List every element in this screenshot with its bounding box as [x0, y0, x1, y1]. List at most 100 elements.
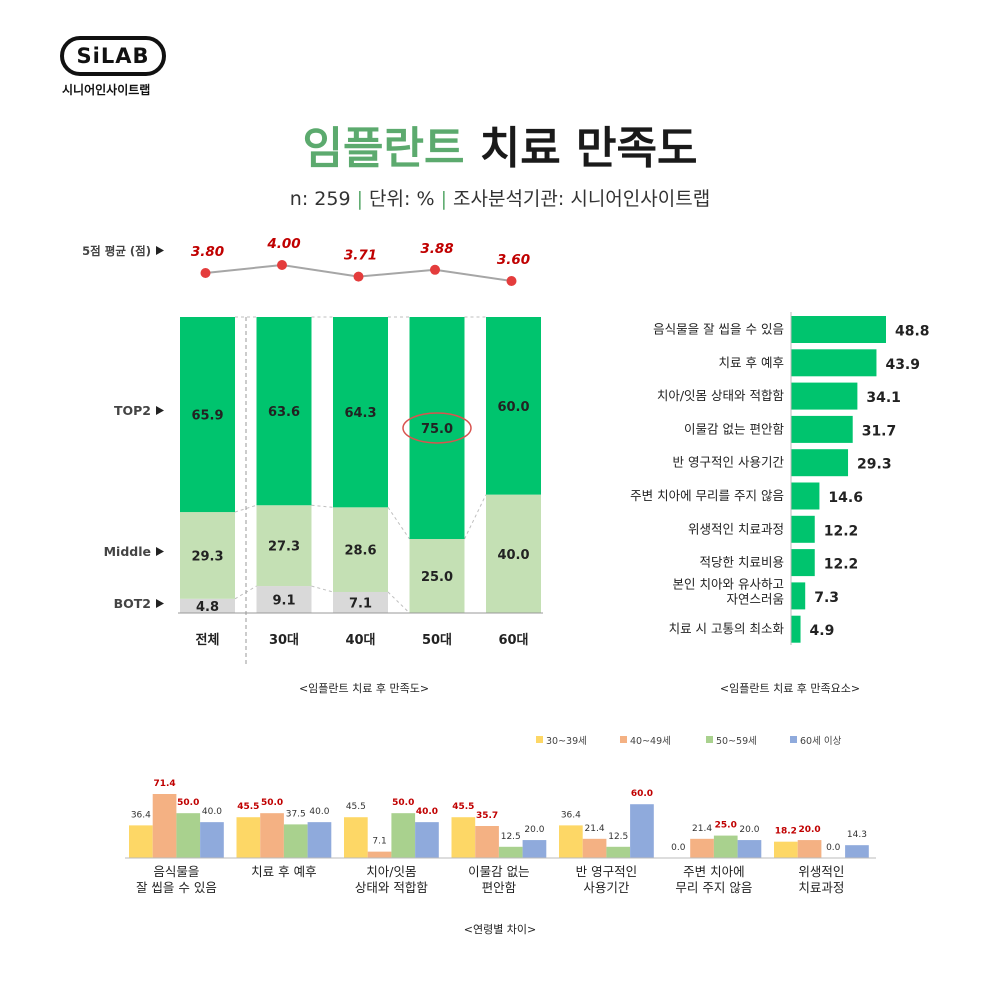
group-bar — [451, 817, 476, 858]
hbar-label: 4.9 — [810, 623, 835, 639]
bar-top2-label: 64.3 — [344, 406, 376, 421]
group-bar-label: 20.0 — [798, 825, 820, 835]
avg-label: 3.80 — [191, 244, 224, 260]
avg-point — [277, 260, 287, 270]
group-bar-label: 50.0 — [392, 798, 414, 808]
x-tick-label: 60대 — [498, 633, 528, 648]
group-bar-label: 50.0 — [177, 798, 199, 808]
group-bar — [283, 824, 308, 858]
group-bar — [152, 794, 177, 858]
hbar — [791, 316, 886, 343]
group-bar-label: 36.4 — [561, 810, 581, 820]
row-label-top2: TOP2 — [114, 403, 151, 418]
bar-bot2 — [333, 591, 388, 613]
subtitle-separator: | — [356, 188, 363, 210]
page-title: 임플란트 치료 만족도 — [0, 112, 1000, 176]
group-bar — [260, 813, 284, 858]
x-tick-label: 30대 — [269, 633, 299, 648]
group-bar-label: 40.0 — [416, 807, 438, 817]
bar-middle-label: 40.0 — [497, 548, 529, 563]
group-bar-label: 50.0 — [261, 798, 283, 808]
hbar-label: 7.3 — [814, 590, 839, 606]
logo-mark: SiLAB — [60, 36, 166, 76]
bar-top2-label: 65.9 — [191, 409, 223, 424]
group-bar-label: 12.5 — [608, 832, 628, 842]
avg-label: 4.00 — [266, 236, 300, 252]
group-bar-label: 45.5 — [237, 802, 259, 812]
group-bar — [475, 826, 499, 858]
chart-title: <임플란트 치료 후 만족요소> — [720, 682, 860, 695]
subtitle-sample: n: 259 — [289, 188, 351, 210]
group-bar — [582, 838, 607, 858]
avg-label: 3.71 — [344, 248, 377, 264]
group-bar — [559, 825, 583, 858]
hbar-category: 음식물을 잘 씹을 수 있음 — [653, 322, 784, 337]
x-tick-label: 50대 — [422, 633, 452, 648]
group-bar — [176, 813, 201, 858]
group-bar — [344, 817, 368, 858]
group-bar — [367, 851, 392, 858]
subtitle-unit: 단위: % — [369, 188, 435, 210]
group-bar-label: 40.0 — [202, 807, 222, 817]
bar-top2 — [180, 317, 235, 513]
x-tick-label: 전체 — [196, 632, 220, 648]
group-bar-label: 14.3 — [847, 830, 867, 840]
group-bar-label: 12.5 — [501, 832, 521, 842]
hbar — [791, 515, 815, 543]
bar-bot2-label: 7.1 — [349, 596, 372, 611]
group-bar-label: 37.5 — [286, 809, 306, 819]
group-category: 주변 치아에 무리 주지 않음 — [675, 864, 752, 895]
row-arrow — [156, 246, 164, 255]
legend-label: 30~39세 — [546, 736, 587, 747]
group-bar-label: 35.7 — [476, 811, 498, 821]
bar-middle-label: 29.3 — [191, 549, 223, 564]
group-bar-label: 20.0 — [524, 825, 544, 835]
row-arrow — [156, 406, 164, 415]
hbar — [791, 349, 877, 377]
avg-label: 3.60 — [497, 252, 530, 268]
group-bar — [606, 846, 631, 858]
page-subtitle: n: 259 | 단위: % | 조사분석기관: 시니어인사이트랩 — [0, 184, 1000, 211]
group-bar-label: 7.1 — [372, 837, 386, 847]
avg-point — [430, 264, 440, 275]
hbar — [791, 415, 853, 443]
connector-line — [464, 494, 487, 540]
group-bar — [200, 822, 224, 858]
group-bar — [774, 841, 798, 858]
bar-bot2 — [256, 586, 312, 613]
row-arrow — [156, 599, 164, 608]
group-bar-label: 45.5 — [346, 802, 366, 812]
bar-middle — [333, 507, 388, 592]
title-rest: 치료 만족도 — [479, 123, 698, 174]
bar-top2-label: 75.0 — [421, 422, 453, 437]
group-bar — [522, 840, 547, 858]
bar-middle — [486, 494, 541, 613]
x-tick-label: 40대 — [345, 633, 375, 648]
bar-middle-label: 25.0 — [421, 570, 453, 585]
bar-middle — [256, 505, 312, 587]
hbar-category: 반 영구적인 사용기간 — [673, 455, 785, 470]
hbar — [791, 382, 858, 410]
group-bar-label: 40.0 — [309, 807, 329, 817]
avg-label: 3.88 — [420, 241, 453, 257]
bar-top2 — [486, 317, 541, 495]
hbar-label: 12.2 — [824, 523, 859, 539]
hbar — [791, 449, 849, 477]
bar-bot2-label: 9.1 — [272, 594, 295, 609]
avg-point — [353, 271, 364, 282]
group-category: 치아/잇몸 상태와 적합함 — [355, 864, 428, 895]
hbar-category: 위생적인 치료과정 — [688, 521, 784, 536]
group-bar — [129, 825, 153, 858]
hbar-category: 치아/잇몸 상태와 적합함 — [657, 388, 785, 403]
group-bar — [236, 817, 261, 858]
chart-title: <연령별 차이> — [464, 923, 537, 936]
highlight-circle — [402, 412, 472, 444]
connector-line — [311, 504, 334, 508]
hbar-label: 12.2 — [824, 557, 859, 573]
group-bar — [415, 822, 439, 858]
group-bar-label: 25.0 — [715, 821, 737, 831]
legend-label: 40~49세 — [630, 736, 671, 747]
hbar — [791, 482, 820, 510]
bar-top2 — [256, 317, 312, 506]
